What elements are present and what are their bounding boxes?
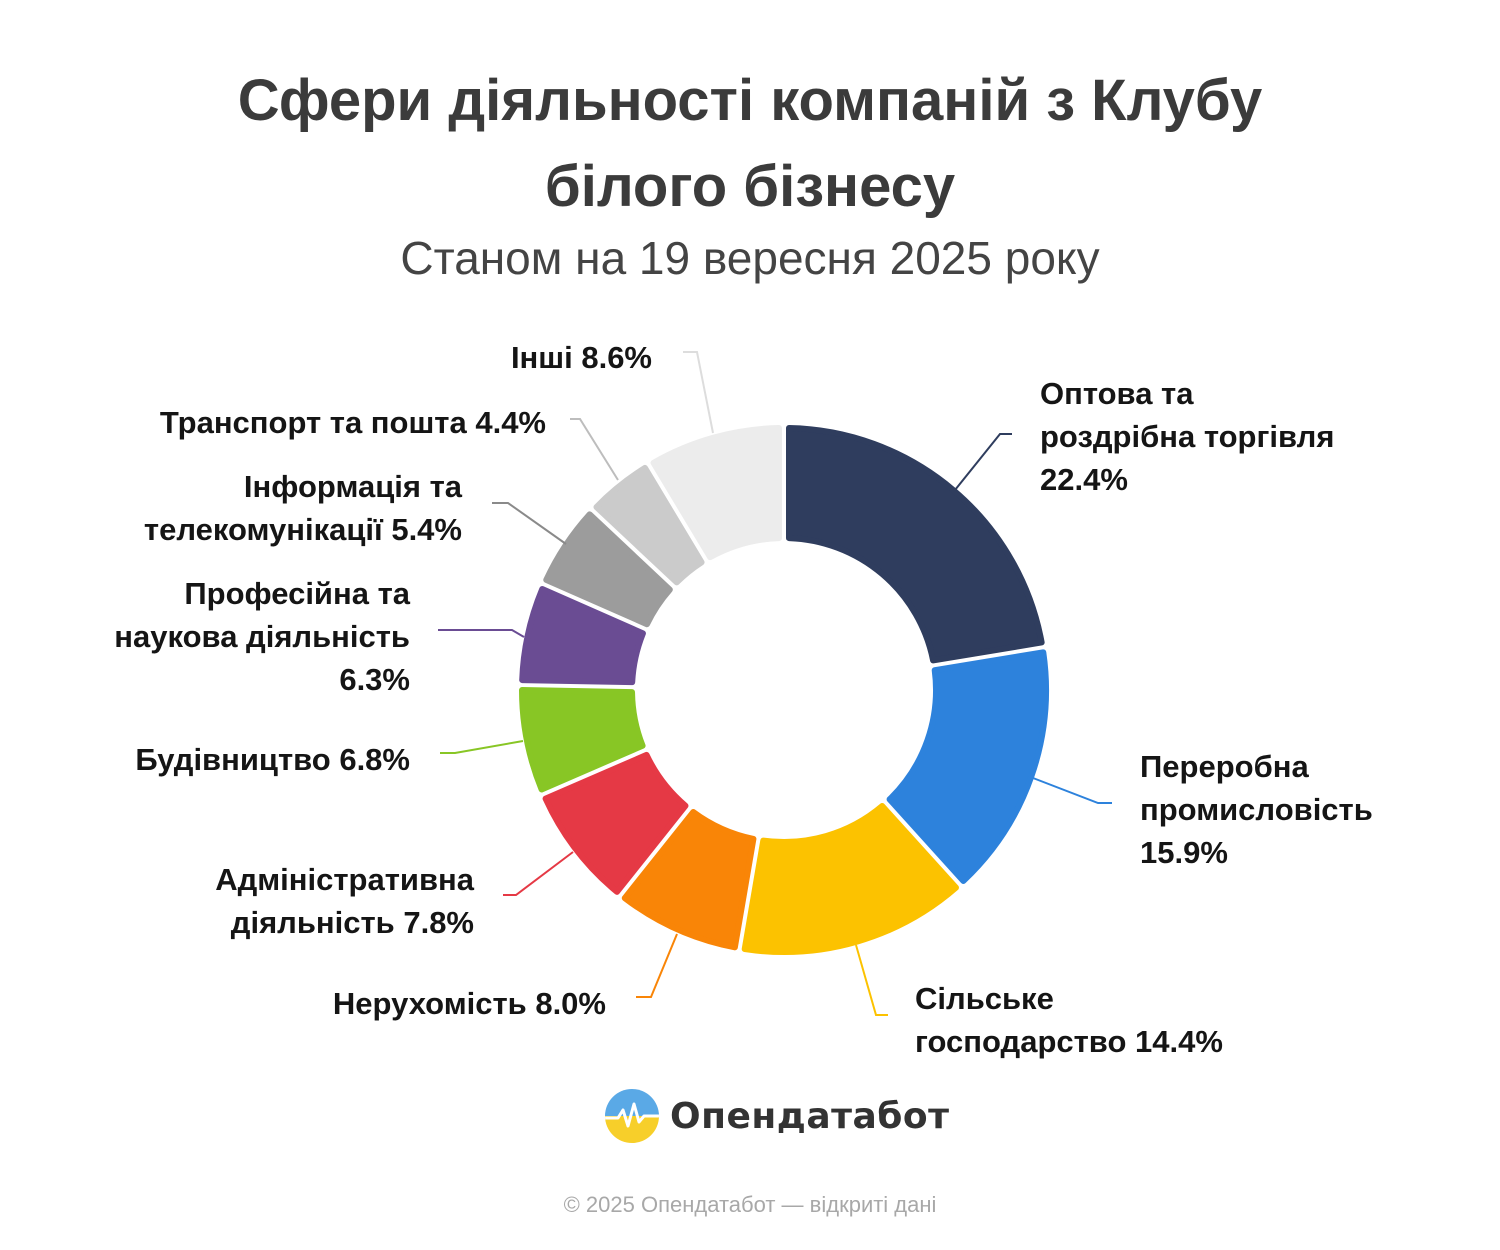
slice-label-line: Професійна та <box>184 576 410 611</box>
slice-label-line: наукова діяльність <box>114 619 410 654</box>
opendatabot-logo-icon <box>605 1089 659 1143</box>
slice-label-line: роздрібна торгівля <box>1040 419 1334 454</box>
leader-line <box>503 851 574 896</box>
page-subtitle: Станом на 19 вересня 2025 року <box>400 232 1100 284</box>
donut-slice <box>886 649 1049 884</box>
slice-label-line: промисловість <box>1140 792 1373 827</box>
slice-label-line: 22.4% <box>1040 462 1128 497</box>
leader-line <box>438 629 525 638</box>
leader-line <box>954 433 1012 491</box>
slice-label: Інформація та телекомунікації 5.4% <box>144 469 463 547</box>
leader-line <box>683 351 714 434</box>
slice-label-line: господарство 14.4% <box>915 1024 1223 1059</box>
slice-label-line: 15.9% <box>1140 835 1228 870</box>
donut-slice <box>519 687 646 793</box>
slice-label: Нерухомість 8.0% <box>333 986 606 1021</box>
slice-label-line: діяльність 7.8% <box>231 905 474 940</box>
slice-label-line: Інші 8.6% <box>511 340 652 375</box>
leader-line <box>636 933 678 998</box>
donut-slice <box>621 808 757 951</box>
slice-label: Переробна промисловість 15.9% <box>1140 749 1373 870</box>
slice-label-line: Оптова та <box>1040 376 1194 411</box>
title-text: Сфери діяльності компаній з Клубу білого … <box>237 68 1263 219</box>
footer-text: © 2025 Опендатабот — відкриті дані <box>563 1192 937 1217</box>
slice-label-line: Адміністративна <box>215 862 475 897</box>
donut-slice <box>741 803 959 955</box>
donut-slice <box>542 751 689 895</box>
slice-label-line: Будівництво 6.8% <box>135 742 410 777</box>
slice-label: Транспорт та пошта 4.4% <box>160 405 546 440</box>
brand-logo: Опендатабот <box>604 1086 950 1146</box>
leader-line <box>492 502 567 545</box>
leader-line <box>855 944 888 1016</box>
slice-label: Професійна та наукова діяльність 6.3% <box>114 576 410 697</box>
slice-label-line: телекомунікації 5.4% <box>144 512 462 547</box>
slice-label: Сільське господарство 14.4% <box>915 981 1223 1059</box>
donut-slice <box>519 586 646 686</box>
donut-slice <box>593 464 705 586</box>
slice-label-line: Переробна <box>1140 749 1309 784</box>
leader-line <box>570 418 619 481</box>
page-title: Сфери діяльності компаній з Клубу білого … <box>0 58 1500 230</box>
slice-label-line: 6.3% <box>339 662 410 697</box>
donut-slice <box>650 425 783 561</box>
donut-slice <box>543 511 673 628</box>
slice-label-line: Нерухомість 8.0% <box>333 986 606 1021</box>
leader-line <box>1032 777 1112 804</box>
leader-line <box>440 740 524 754</box>
slice-label: Будівництво 6.8% <box>135 742 410 777</box>
brand-name: Опендатабот <box>670 1095 950 1137</box>
slice-label: Оптова та роздрібна торгівля 22.4% <box>1040 376 1334 497</box>
donut-slice <box>785 425 1045 664</box>
slice-label-line: Інформація та <box>244 469 463 504</box>
slice-label: Інші 8.6% <box>511 340 652 375</box>
slice-label-line: Транспорт та пошта 4.4% <box>160 405 546 440</box>
slice-label-line: Сільське <box>915 981 1054 1016</box>
slice-label: Адміністративна діяльність 7.8% <box>215 862 475 940</box>
